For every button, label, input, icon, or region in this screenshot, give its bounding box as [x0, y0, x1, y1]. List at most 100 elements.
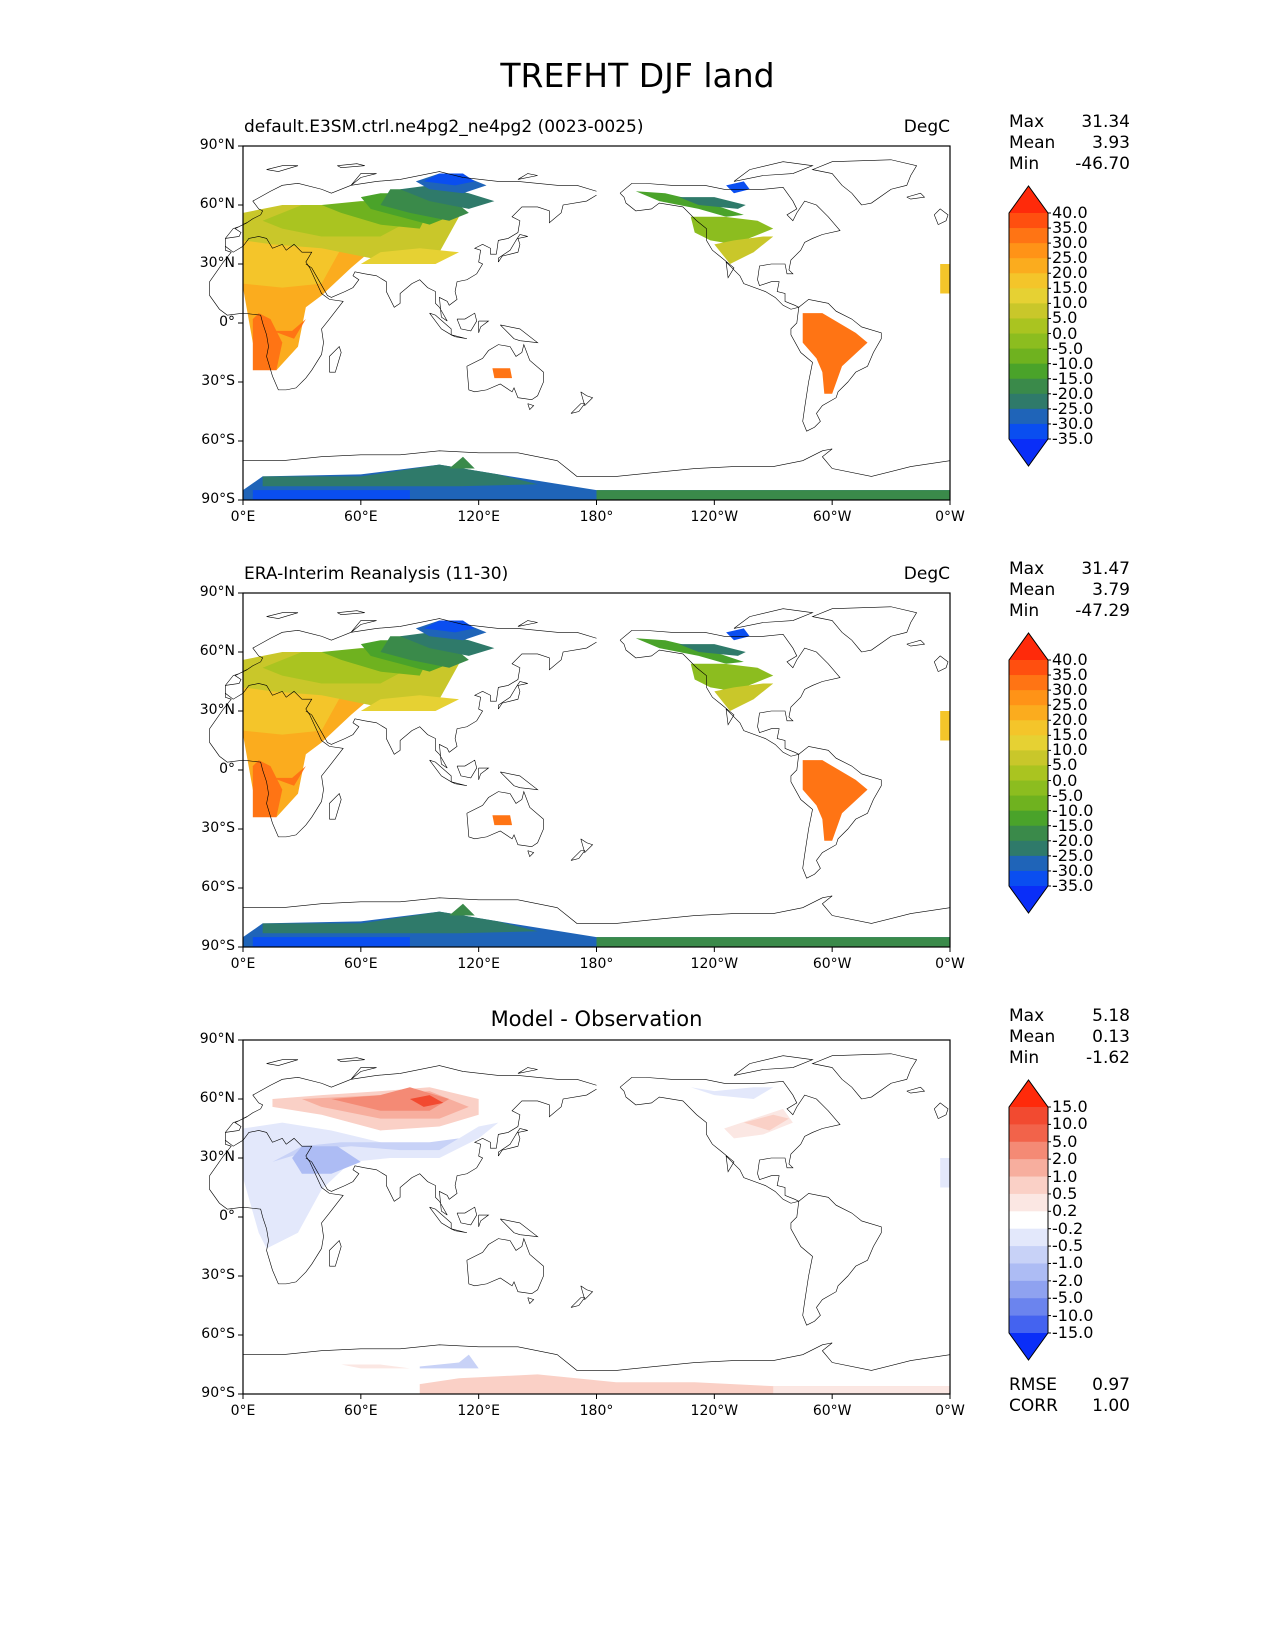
field-region — [341, 1364, 410, 1369]
colorbar-segment — [1009, 750, 1048, 766]
lon-tick-label: 60°E — [343, 509, 378, 525]
lat-tick-label: 90°N — [199, 1031, 235, 1047]
lon-tick-label: 120°E — [457, 1403, 500, 1419]
colorbar-segment — [1009, 1193, 1048, 1212]
lat-tick-label: 60°N — [199, 1090, 235, 1106]
colorbar-extend-max — [1009, 633, 1048, 660]
field-region — [596, 937, 950, 947]
colorbar-segment — [1009, 855, 1048, 872]
coastline — [478, 320, 490, 333]
field-region — [252, 937, 410, 947]
field-region — [262, 464, 538, 487]
panel-title-left: default.E3SM.ctrl.ne4pg2_ne4pg2 (0023-00… — [244, 117, 644, 137]
stat-value: 0.13 — [1092, 1027, 1130, 1047]
field-region — [802, 313, 868, 394]
field-region — [726, 181, 750, 194]
coastline — [811, 159, 918, 206]
colorbar-label: 25.0 — [1052, 695, 1088, 715]
stat-label: Max — [1009, 559, 1045, 579]
lon-tick-label: 0°W — [935, 956, 965, 972]
colorbar-extend-max — [1009, 186, 1048, 213]
colorbar-label: 5.0 — [1052, 308, 1078, 328]
colorbar-segment — [1009, 1176, 1048, 1195]
colorbar-label: 10.0 — [1052, 293, 1088, 313]
colorbar-segment — [1009, 690, 1048, 706]
colorbar-label: -5.0 — [1052, 1288, 1084, 1308]
lon-tick-label: 0°W — [935, 1403, 965, 1419]
coastline — [517, 620, 538, 627]
field-region — [940, 711, 950, 741]
lon-tick-label: 120°E — [457, 956, 500, 972]
colorbar — [1008, 632, 1051, 914]
lat-tick-label: 30°S — [201, 820, 235, 836]
coastline — [329, 793, 342, 820]
coastline — [329, 346, 342, 373]
stat-value: -47.29 — [1075, 601, 1130, 621]
lat-tick-label: 60°N — [199, 643, 235, 659]
colorbar-label: 5.0 — [1052, 755, 1078, 775]
coastline — [451, 1228, 467, 1234]
stat-value: 5.18 — [1092, 1006, 1130, 1026]
stat-value: -1.62 — [1086, 1048, 1130, 1068]
stat-mean: Mean 0.13 — [1009, 1026, 1130, 1048]
coastline — [266, 612, 299, 619]
coastline — [500, 324, 539, 344]
colorbar-segment — [1009, 765, 1048, 782]
field-region — [492, 368, 513, 379]
coastline — [209, 618, 597, 838]
panel-title: Model - Observation — [490, 1007, 703, 1031]
coastline — [350, 173, 377, 186]
colorbar-segment — [1009, 288, 1048, 304]
field-region — [419, 1354, 479, 1369]
field-region — [690, 663, 774, 692]
stat-max: Max 31.47 — [1009, 558, 1130, 580]
coastline — [337, 610, 365, 615]
coastline — [570, 1297, 586, 1308]
map-plot — [209, 1039, 951, 1399]
stat-value: -46.70 — [1075, 154, 1130, 174]
stat-label: Min — [1009, 1048, 1040, 1068]
coastline — [243, 448, 951, 477]
colorbar-label: 10.0 — [1052, 740, 1088, 760]
metric-label: RMSE — [1009, 1375, 1058, 1395]
field-region — [743, 1114, 789, 1131]
map-plot — [209, 145, 951, 505]
stat-mean: Mean 3.79 — [1009, 579, 1130, 601]
coastline — [619, 183, 841, 310]
colorbar-segment — [1009, 675, 1048, 691]
coastline — [527, 1297, 535, 1305]
colorbar-segment — [1009, 720, 1048, 736]
lat-tick-label: 60°S — [201, 1326, 235, 1342]
lon-tick-label: 60°W — [812, 509, 852, 525]
coastline — [329, 1240, 342, 1267]
colorbar-segment — [1009, 1141, 1048, 1160]
colorbar-segment — [1009, 1107, 1048, 1125]
colorbar-label: -0.2 — [1052, 1218, 1084, 1238]
colorbar-segment — [1009, 795, 1048, 812]
field-region — [714, 683, 774, 711]
coastline — [456, 312, 478, 332]
field-region — [690, 1087, 774, 1099]
coastline — [456, 1206, 478, 1226]
colorbar-label: 0.0 — [1052, 770, 1078, 790]
coastline — [243, 1342, 951, 1371]
stat-mean: Mean 3.93 — [1009, 132, 1130, 154]
lon-tick-label: 60°E — [343, 1403, 378, 1419]
stat-label: Max — [1009, 112, 1045, 132]
colorbar-label: 15.0 — [1052, 1097, 1088, 1116]
lat-tick-label: 30°N — [199, 255, 235, 271]
coastline — [337, 1057, 365, 1062]
colorbar-label: -35.0 — [1052, 429, 1094, 448]
colorbar-label: -20.0 — [1052, 830, 1094, 850]
coastline — [466, 1237, 544, 1295]
coastline — [243, 895, 951, 924]
stat-label: Mean — [1009, 580, 1056, 600]
field-region — [802, 760, 868, 841]
colorbar-label: 5.0 — [1052, 1131, 1078, 1151]
colorbar-label: 30.0 — [1052, 233, 1088, 253]
colorbar-segment — [1009, 393, 1048, 410]
stat-min: Min -47.29 — [1009, 600, 1130, 622]
coastline — [500, 771, 539, 791]
coastline — [305, 194, 597, 322]
colorbar-segment — [1009, 660, 1048, 676]
